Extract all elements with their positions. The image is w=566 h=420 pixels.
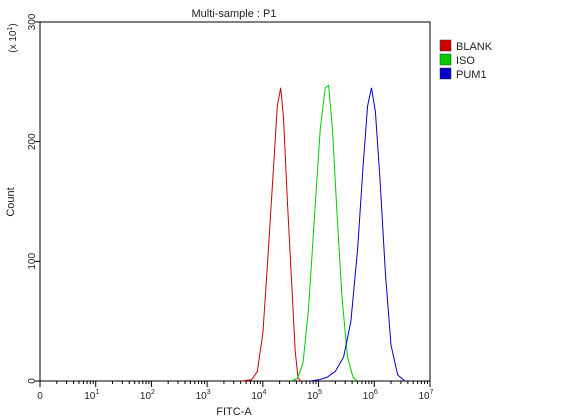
series-line-blank	[241, 87, 302, 382]
y-axis-label: Count	[5, 187, 17, 216]
legend-swatch-pum1	[439, 67, 452, 80]
legend-swatch-iso	[439, 53, 452, 66]
legend: BLANK ISO PUM1	[439, 39, 493, 81]
chart-title: Multi-sample : P1	[192, 8, 277, 20]
x-axis-label: FITC-A	[216, 406, 252, 418]
series-layer	[241, 84, 406, 382]
y-multiplier-close: )	[8, 23, 19, 26]
x-tick-label: 107	[418, 389, 433, 402]
y-tick-label: 0	[27, 378, 38, 384]
y-multiplier-exp: 1	[7, 27, 14, 31]
y-multiplier: (x 101)	[7, 23, 19, 52]
x-tick-label: 106	[363, 389, 378, 402]
series-line-iso	[290, 84, 358, 382]
legend-label-blank: BLANK	[456, 41, 493, 53]
y-tick-label: 300	[27, 13, 38, 30]
legend-label-iso: ISO	[456, 55, 475, 67]
y-tick-label: 200	[27, 133, 38, 150]
x-tick-label: 105	[307, 389, 322, 402]
plot-frame	[39, 21, 431, 382]
y-axis-ticks: 0 100 200 300	[27, 13, 40, 384]
x-tick-label: 104	[251, 389, 266, 402]
x-tick-label: 101	[84, 389, 99, 402]
legend-label-pum1: PUM1	[456, 69, 487, 81]
x-tick-label: 0	[37, 391, 43, 402]
x-tick-label: 102	[140, 389, 155, 402]
series-line-pum1	[310, 87, 406, 382]
x-axis-ticks: 0 101 102 103 104 105 106 107	[37, 381, 434, 402]
y-multiplier-base: (x 10	[8, 30, 19, 53]
legend-swatch-blank	[439, 39, 452, 52]
y-tick-label: 100	[27, 253, 38, 270]
x-tick-label: 103	[196, 389, 211, 402]
